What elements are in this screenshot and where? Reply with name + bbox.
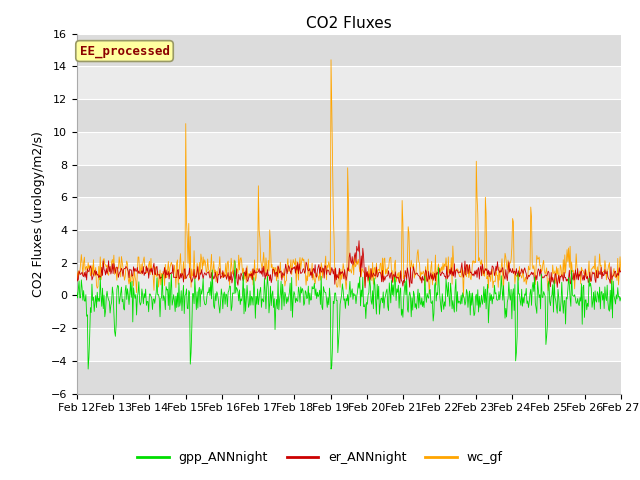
Text: EE_processed: EE_processed [79, 44, 170, 58]
Bar [77, 197, 621, 230]
Legend: gpp_ANNnight, er_ANNnight, wc_gf: gpp_ANNnight, er_ANNnight, wc_gf [132, 446, 508, 469]
Bar [77, 328, 621, 361]
Bar [77, 230, 621, 263]
Bar [77, 295, 621, 328]
Bar [77, 66, 621, 99]
Bar [77, 99, 621, 132]
Bar [77, 263, 621, 295]
Bar [77, 132, 621, 165]
Bar [77, 34, 621, 66]
Y-axis label: CO2 Fluxes (urology/m2/s): CO2 Fluxes (urology/m2/s) [32, 131, 45, 297]
Bar [77, 361, 621, 394]
Bar [77, 165, 621, 197]
Title: CO2 Fluxes: CO2 Fluxes [306, 16, 392, 31]
